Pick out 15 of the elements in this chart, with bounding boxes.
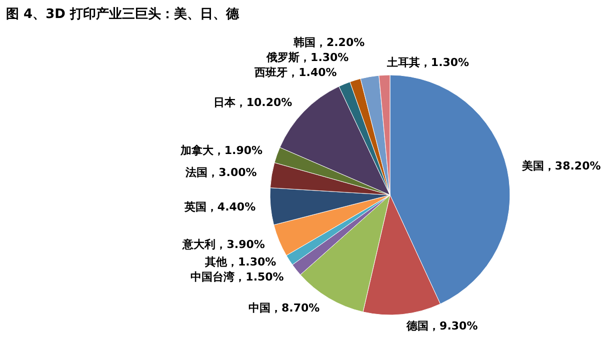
slice-label: 其他，1.30% xyxy=(204,255,276,268)
slice-label: 俄罗斯，1.30% xyxy=(266,50,349,64)
slice-label: 德国，9.30% xyxy=(406,319,478,332)
slice-label: 加拿大，1.90% xyxy=(179,144,263,157)
slice-label: 法国，3.00% xyxy=(184,166,257,180)
slice-label: 中国台湾，1.50% xyxy=(190,270,284,284)
slice-label: 日本，10.20% xyxy=(213,96,292,110)
slice-label: 意大利，3.90% xyxy=(182,238,265,252)
slice-label: 西班牙，1.40% xyxy=(254,66,337,79)
slice-label: 英国，4.40% xyxy=(183,200,256,214)
slice-label: 韩国，2.20% xyxy=(292,36,365,49)
slice-label: 土耳其，1.30% xyxy=(386,56,470,70)
slice-label: 中国，8.70% xyxy=(248,302,320,315)
slice-label: 美国，38.20% xyxy=(520,160,601,173)
chart-title: 图 4、3D 打印产业三巨头：美、日、德 xyxy=(6,6,240,22)
